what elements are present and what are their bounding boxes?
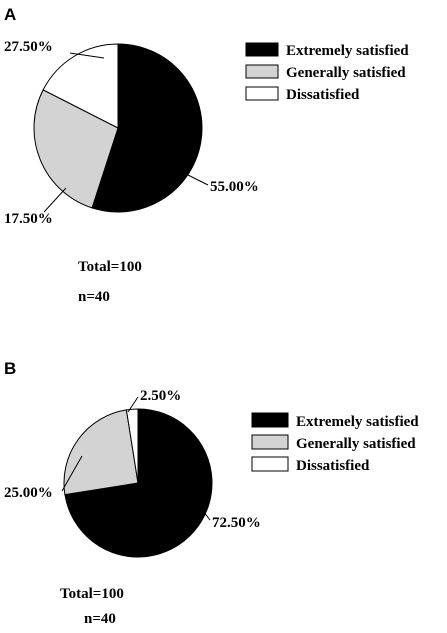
legend-a-swatch [245,42,279,57]
pie-a-leader-line [177,169,209,186]
pie-a-data-label: 17.50% [4,211,53,227]
legend-a-swatch [245,86,279,101]
pie-a-leader-line [69,52,105,59]
pie-b-data-label: 72.50% [212,515,261,531]
legend-b-label: Dissatisfied [296,458,370,474]
legend-b-swatch [251,412,289,428]
pie-a-data-label: 55.00% [210,179,259,195]
panel-a-letter: A [4,5,16,24]
legend-a-swatch [245,64,279,79]
pie-b-slice-generally-satisfied [63,409,139,496]
legend-b-swatch [251,434,289,450]
legend-a-label: Dissatisfied [286,87,360,103]
pie-a-slice-dissatisfied [42,43,119,129]
legend-a-label: Extremely satisfied [286,43,409,59]
pie-a-slice-generally-satisfied [33,89,119,209]
pie-b-data-label: 2.50% [140,388,181,404]
panel-a-note: n=40 [78,289,110,305]
legend-b-label: Extremely satisfied [296,414,419,430]
pie-a-slice-extremely-satisfied [91,43,203,213]
pie-b-slice-dissatisfied [125,408,139,484]
legend-a-label: Generally satisfied [286,65,406,81]
legend-b-swatch [251,456,289,472]
legend-b-label: Generally satisfied [296,436,416,452]
panel-b-note: n=40 [84,611,116,627]
pie-b-data-label: 25.00% [4,485,53,501]
pie-b-leader-line [199,506,211,521]
pie-b-leader-line [127,396,139,413]
pie-a-leader-line [43,187,67,213]
pie-a-data-label: 27.50% [4,39,53,55]
panel-a-note: Total=100 [78,259,142,275]
panel-b-note: Total=100 [60,586,124,602]
panel-b-letter: B [4,359,16,378]
pie-b-leader-line [61,455,83,492]
